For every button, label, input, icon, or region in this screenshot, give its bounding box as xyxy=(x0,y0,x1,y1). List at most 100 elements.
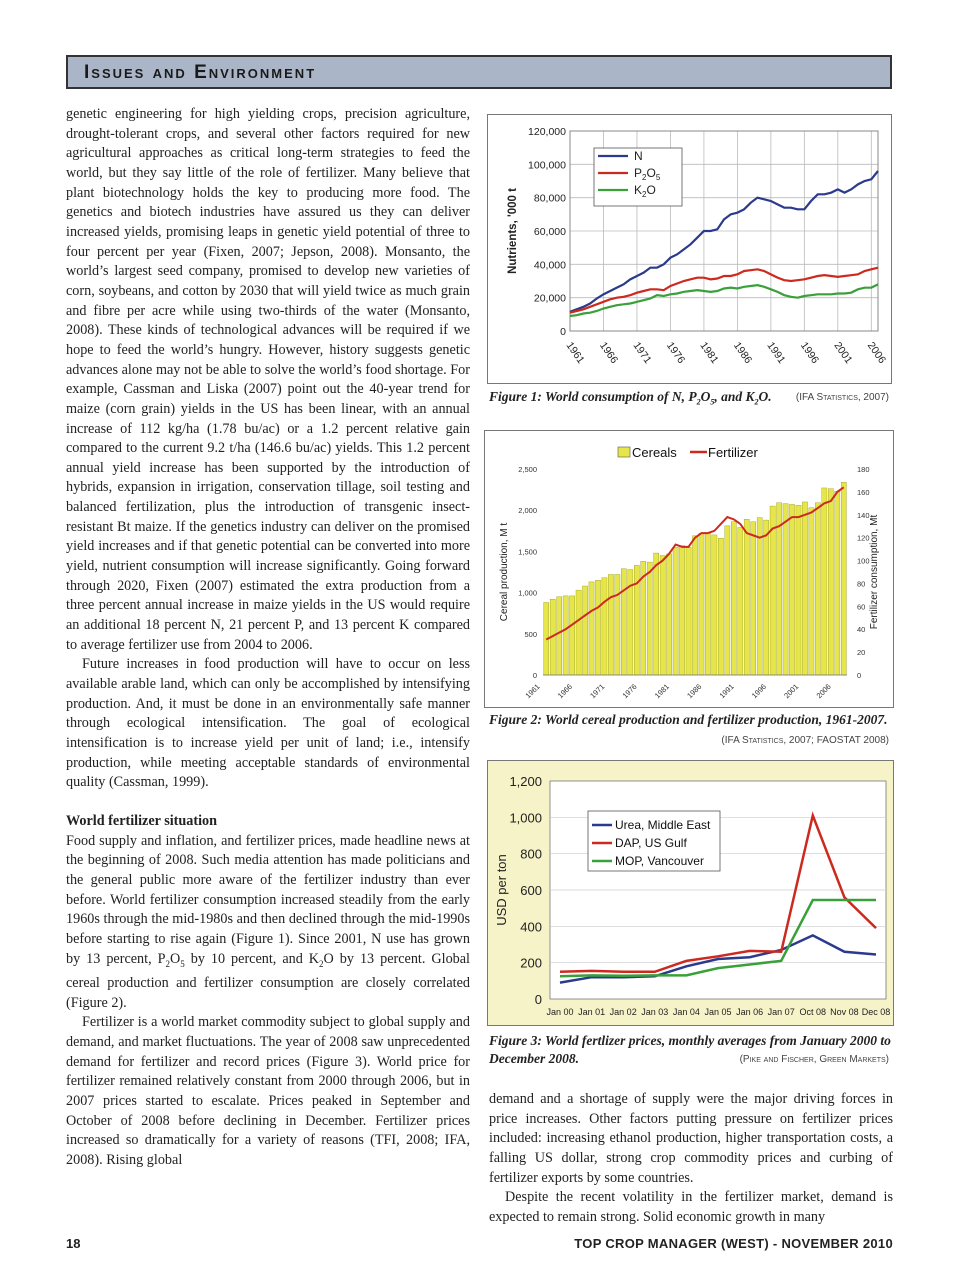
y-tick-label: 1,500 xyxy=(518,547,537,556)
figure-3-frame: 0 200 400 600 800 1,000 1,200 Jan 00 Jan 01 Jan 0… xyxy=(487,760,894,1026)
y2-tick-label: 180 xyxy=(857,465,870,474)
cereal-bar xyxy=(588,581,595,676)
y-tick-label: 0 xyxy=(533,671,537,680)
y2-tick-label: 100 xyxy=(857,557,870,566)
legend-label: Urea, Middle East xyxy=(615,818,711,832)
figure-1-caption: Figure 1: World consumption of N, P2O5, … xyxy=(489,388,893,412)
y-tick-label: 20,000 xyxy=(534,293,566,305)
y2-tick-label: 60 xyxy=(857,602,865,611)
y-tick-label: 80,000 xyxy=(534,193,566,205)
series-line xyxy=(569,266,879,314)
x-tick-label: 2001 xyxy=(831,340,854,366)
x-tick-label: Jan 00 xyxy=(546,1007,573,1017)
cereal-bar xyxy=(724,525,731,676)
y-tick-label: 1,000 xyxy=(509,810,542,825)
x-tick-label: Jan 01 xyxy=(578,1007,605,1017)
figure-source: (IFA Statistics, 2007; FAOSTAT 2008) xyxy=(721,735,889,746)
figure-2-frame: 0 500 1,000 1,500 2,000 2,500 0 20 40 60 80 100 120 1… xyxy=(484,430,894,708)
cereal-bar xyxy=(685,547,692,676)
figure-2-chart: 0 500 1,000 1,500 2,000 2,500 0 20 40 60 80 100 120 1… xyxy=(499,445,880,700)
legend-text: O xyxy=(646,166,655,180)
cereal-bar xyxy=(562,595,569,676)
y-tick-label: 2,000 xyxy=(518,506,537,515)
x-tick-label: 1961 xyxy=(523,682,541,700)
legend-label: K2O xyxy=(634,183,656,199)
cereal-bar xyxy=(711,534,718,676)
x-tick-label: Jan 07 xyxy=(768,1007,795,1017)
legend-text: O xyxy=(646,183,655,197)
cereal-bar xyxy=(582,585,588,676)
x-tick-label: 1966 xyxy=(597,340,620,366)
y-tick-label: 120,000 xyxy=(528,126,566,138)
legend-label: N xyxy=(634,149,643,163)
figure-1-chart: 0 20,000 40,000 60,000 80,000 100,000 120,000 1… xyxy=(507,126,888,366)
cereal-bar xyxy=(763,519,769,676)
figure-2-caption: Figure 2: World cereal production and fe… xyxy=(489,711,893,746)
x-tick-label: 1961 xyxy=(564,340,587,366)
subscript: 2 xyxy=(696,397,701,407)
caption-text: Figure 3: World fertlizer prices, monthl… xyxy=(489,1033,891,1066)
x-tick-label: 1976 xyxy=(664,340,687,366)
y-axis-label-left: Cereal production, M t xyxy=(499,523,510,622)
y2-tick-label: 20 xyxy=(857,648,865,657)
section-title: Issues and Environment xyxy=(84,62,317,83)
paragraph: Despite the recent volatility in the fer… xyxy=(489,1189,893,1225)
series-line xyxy=(559,811,877,973)
cereal-bar xyxy=(840,481,847,676)
y-tick-label: 0 xyxy=(560,326,566,338)
legend: Urea, Middle East DAP, US Gulf MOP, Vancou… xyxy=(587,810,721,872)
cereal-bar xyxy=(731,521,737,676)
paragraph: Fertilizer is a world market commodity s… xyxy=(66,1014,470,1168)
legend-label: MOP, Vancouver xyxy=(615,854,704,868)
y2-tick-label: 120 xyxy=(857,534,870,543)
paragraph: genetic engineering for high yielding cr… xyxy=(66,106,470,653)
paragraph-text: O by 13 percent. Global cereal productio… xyxy=(66,950,470,1011)
fertilizer-line xyxy=(545,486,845,641)
subheading: World fertilizer situation xyxy=(66,812,218,829)
legend-subscript: 2 xyxy=(642,190,647,199)
cereal-bar xyxy=(575,589,582,676)
y-tick-label: 800 xyxy=(520,847,542,862)
y-tick-label: 2,500 xyxy=(518,465,537,474)
y-tick-label: 100,000 xyxy=(528,159,566,171)
subscript: 2 xyxy=(165,958,171,969)
y-tick-label: 0 xyxy=(535,992,542,1007)
legend-label: DAP, US Gulf xyxy=(615,836,687,850)
y2-tick-label: 40 xyxy=(857,625,865,634)
paragraph-text: O xyxy=(170,950,181,967)
y-tick-label: 40,000 xyxy=(534,259,566,271)
cereal-bar xyxy=(737,527,744,676)
cereal-bar xyxy=(659,555,666,676)
x-tick-label: Dec 08 xyxy=(862,1007,891,1017)
caption-text: Figure 1: World consumption of N, P xyxy=(489,389,697,404)
caption-text: Figure 2: World cereal production and fe… xyxy=(489,712,888,727)
x-tick-label: Jan 04 xyxy=(673,1007,700,1017)
y-axis-label-right: Fertilizer consumption, Mt xyxy=(869,515,880,630)
section-header-bar: Issues and Environment xyxy=(66,55,892,89)
x-tick-label: Oct 08 xyxy=(800,1007,827,1017)
cereal-bar xyxy=(621,568,627,676)
legend-label: Fertilizer xyxy=(708,445,759,460)
caption-text: O. xyxy=(758,389,772,404)
x-tick-label: Jan 06 xyxy=(736,1007,763,1017)
legend-label: Cereals xyxy=(632,445,677,460)
cereal-bar xyxy=(808,507,815,676)
y-axis-label: USD per ton xyxy=(494,854,509,926)
cereal-bar xyxy=(698,533,705,676)
publication-footer: TOP CROP MANAGER (WEST) - NOVEMBER 2010 xyxy=(574,1236,893,1251)
y-tick-label: 500 xyxy=(524,630,537,639)
cereal-bar xyxy=(569,595,575,676)
cereal-bar xyxy=(646,561,653,676)
paragraph: Food supply and inflation, and fertilize… xyxy=(66,832,470,1014)
y-tick-label: 600 xyxy=(520,883,542,898)
cereal-bar xyxy=(614,574,621,676)
cereal-bar xyxy=(718,538,724,676)
y-tick-label: 200 xyxy=(520,956,542,971)
y-tick-label: 1,200 xyxy=(509,774,542,789)
x-tick-label: 2006 xyxy=(815,682,833,700)
cereal-bar xyxy=(821,487,828,676)
cereal-bar xyxy=(595,580,601,676)
x-tick-label: Jan 02 xyxy=(610,1007,637,1017)
y-axis-label: Nutrients, '000 t xyxy=(507,188,519,274)
